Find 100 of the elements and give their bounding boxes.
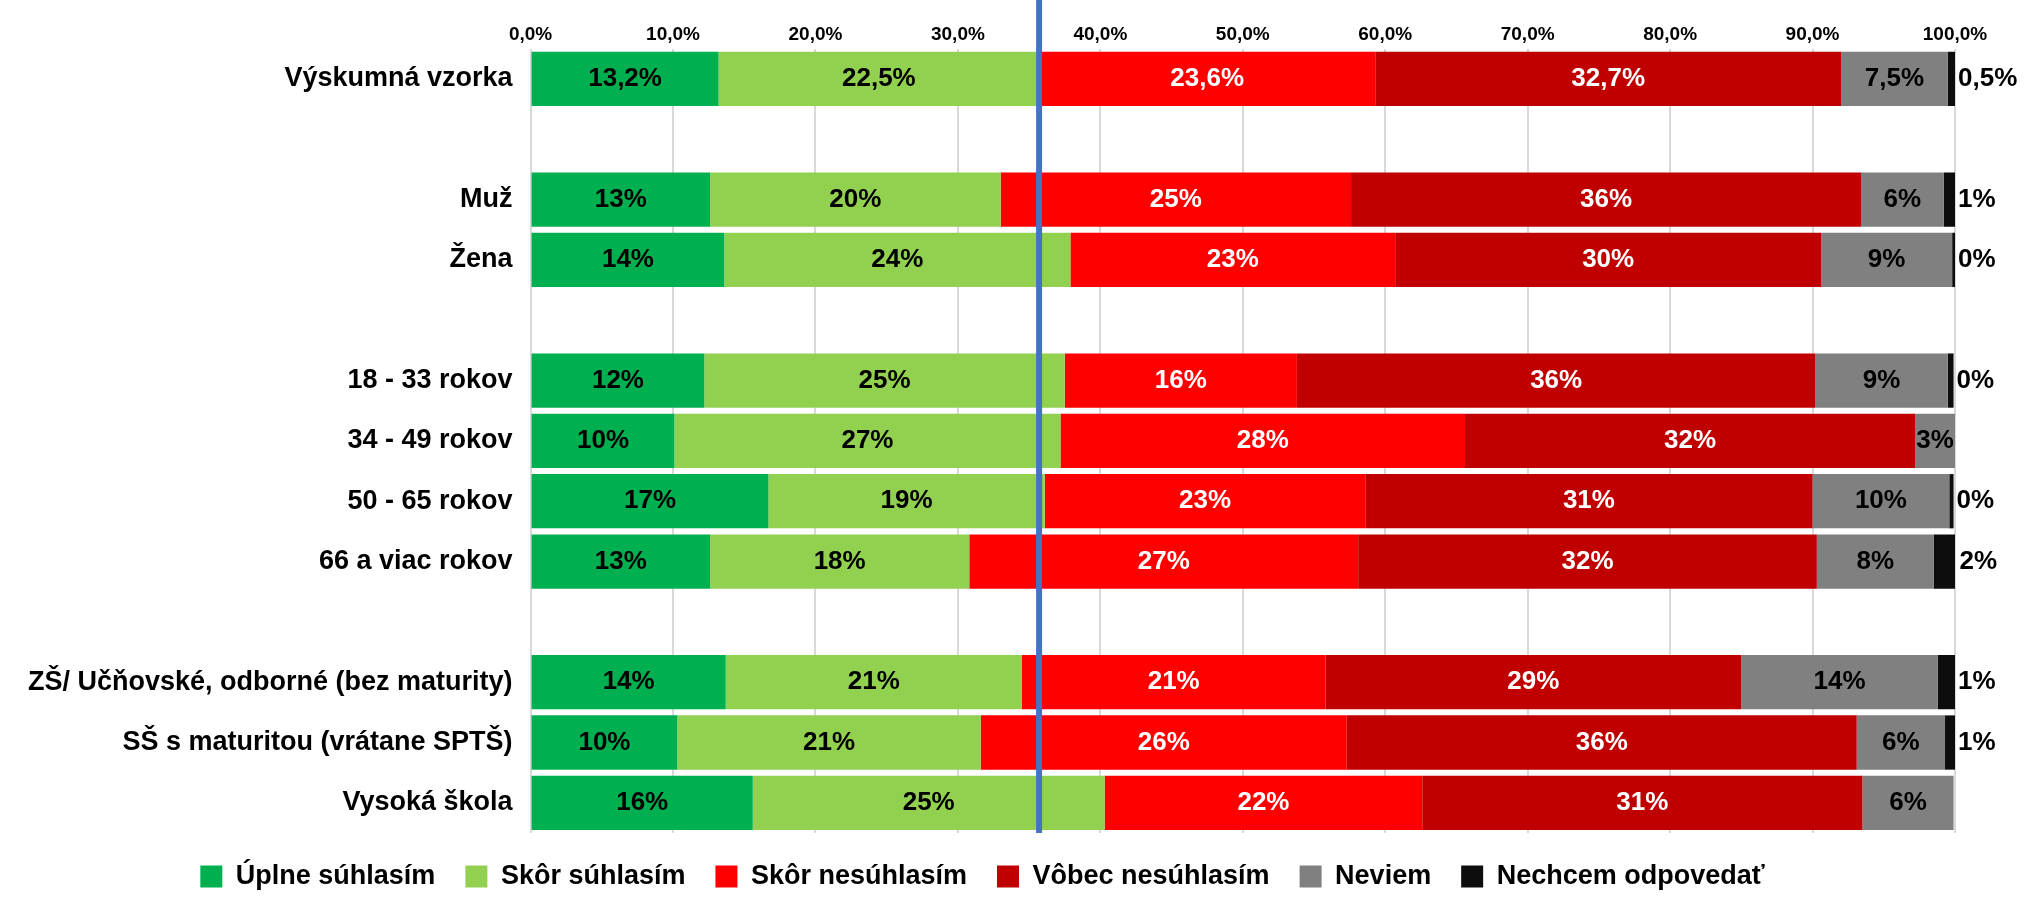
- bar: [725, 655, 1022, 710]
- data-label: 1%: [1958, 665, 1996, 696]
- data-label: 0%: [1956, 484, 1995, 515]
- y-tick-label: Muž: [460, 183, 513, 214]
- bar: [531, 715, 678, 770]
- bar: [1000, 172, 1352, 227]
- bar: [1325, 655, 1742, 710]
- bar: [1296, 353, 1816, 408]
- data-label: 10%: [576, 424, 630, 455]
- data-label: 1%: [1958, 182, 1996, 213]
- bar: [980, 715, 1347, 770]
- bar: [969, 534, 1359, 589]
- data-label: 36%: [1579, 182, 1633, 213]
- x-tick-label: 40,0%: [1073, 22, 1128, 44]
- x-tick-label: 70,0%: [1500, 22, 1555, 44]
- data-label: 32%: [1561, 544, 1614, 575]
- data-label: 0%: [1958, 243, 1996, 274]
- data-label: 2%: [1959, 544, 1997, 575]
- data-label: 23,6%: [1170, 62, 1245, 93]
- bar: [1812, 474, 1950, 529]
- bar: [531, 775, 753, 830]
- bar: [1351, 172, 1861, 227]
- data-label: 21%: [1147, 665, 1200, 696]
- y-tick-label: 66 a viac rokov: [318, 545, 513, 575]
- bar: [710, 172, 1001, 227]
- y-tick-label: 18 - 33 rokov: [347, 364, 513, 395]
- x-tick-label: 30,0%: [930, 22, 985, 44]
- data-label: 14%: [602, 665, 655, 696]
- bar: [1365, 474, 1813, 529]
- bar: [724, 232, 1071, 288]
- data-label: 9%: [1867, 243, 1906, 274]
- legend-label: Úplne súhlasím: [235, 858, 436, 890]
- bar: [1422, 775, 1863, 830]
- data-label: 30%: [1582, 243, 1635, 274]
- data-label: 13%: [594, 544, 647, 575]
- data-label: 7,5%: [1864, 62, 1925, 93]
- data-label: 0,5%: [1958, 62, 2018, 93]
- data-label: 20%: [829, 182, 882, 213]
- data-label: 18%: [813, 544, 866, 575]
- data-label: 3%: [1916, 424, 1954, 455]
- bar: [768, 474, 1045, 529]
- bar: [1947, 51, 1955, 107]
- x-tick-label: 80,0%: [1643, 22, 1698, 44]
- bar: [752, 775, 1105, 830]
- y-tick-label: Výskumná vzorka: [284, 62, 514, 93]
- bar: [704, 353, 1065, 408]
- data-label: 13,2%: [588, 62, 662, 93]
- bar: [1375, 51, 1842, 107]
- bar: [674, 413, 1061, 469]
- data-label: 32,7%: [1571, 62, 1646, 93]
- x-tick-label: 90,0%: [1785, 22, 1840, 44]
- bar: [531, 232, 725, 288]
- data-label: 13%: [594, 182, 647, 213]
- y-tick-label: 34 - 49 rokov: [347, 424, 513, 455]
- data-label: 36%: [1530, 363, 1583, 394]
- bar: [531, 353, 705, 408]
- data-label: 25%: [858, 363, 911, 394]
- data-label: 10%: [1854, 484, 1907, 515]
- bar: [531, 413, 675, 469]
- bar: [1039, 51, 1376, 107]
- data-label: 6%: [1882, 725, 1920, 756]
- data-label: 31%: [1616, 786, 1669, 817]
- bar: [1952, 232, 1955, 288]
- bar: [1060, 413, 1465, 469]
- bar: [1862, 775, 1954, 830]
- data-label: 14%: [601, 243, 654, 274]
- data-label: 9%: [1862, 363, 1901, 394]
- x-tick-label: 60,0%: [1358, 22, 1413, 44]
- data-label: 29%: [1507, 665, 1560, 696]
- data-label: 26%: [1137, 725, 1190, 756]
- bar: [1933, 534, 1955, 589]
- bar: [1816, 534, 1934, 589]
- data-label: 21%: [847, 665, 900, 696]
- y-tick-label: ZŠ/ Učňovské, odborné (bez maturity): [28, 664, 513, 696]
- data-label: 32%: [1664, 424, 1717, 455]
- data-label: 16%: [1154, 363, 1207, 394]
- data-label: 19%: [880, 484, 933, 515]
- bar: [677, 715, 981, 770]
- data-label: 22,5%: [841, 62, 916, 93]
- bar: [1070, 232, 1396, 288]
- bar: [1949, 474, 1954, 529]
- x-tick-label: 20,0%: [788, 22, 843, 44]
- bar: [531, 172, 711, 227]
- legend-label: Neviem: [1335, 859, 1432, 890]
- bar: [1346, 715, 1857, 770]
- y-tick-label: Žena: [449, 242, 514, 274]
- bar: [1064, 353, 1297, 408]
- data-label: 21%: [802, 725, 856, 756]
- bar: [1741, 655, 1938, 710]
- data-label: 12%: [591, 363, 644, 394]
- data-label: 28%: [1236, 424, 1289, 455]
- bar: [1358, 534, 1817, 589]
- data-label: 0%: [1956, 363, 1995, 394]
- legend-label: Vôbec nesúhlasím: [1032, 859, 1270, 890]
- x-tick-label: 50,0%: [1215, 22, 1270, 44]
- data-label: 1%: [1958, 725, 1996, 756]
- data-label: 36%: [1575, 725, 1628, 756]
- x-tick-label: 100,0%: [1922, 22, 1988, 44]
- data-label: 25%: [1149, 182, 1202, 213]
- bar: [1022, 655, 1326, 710]
